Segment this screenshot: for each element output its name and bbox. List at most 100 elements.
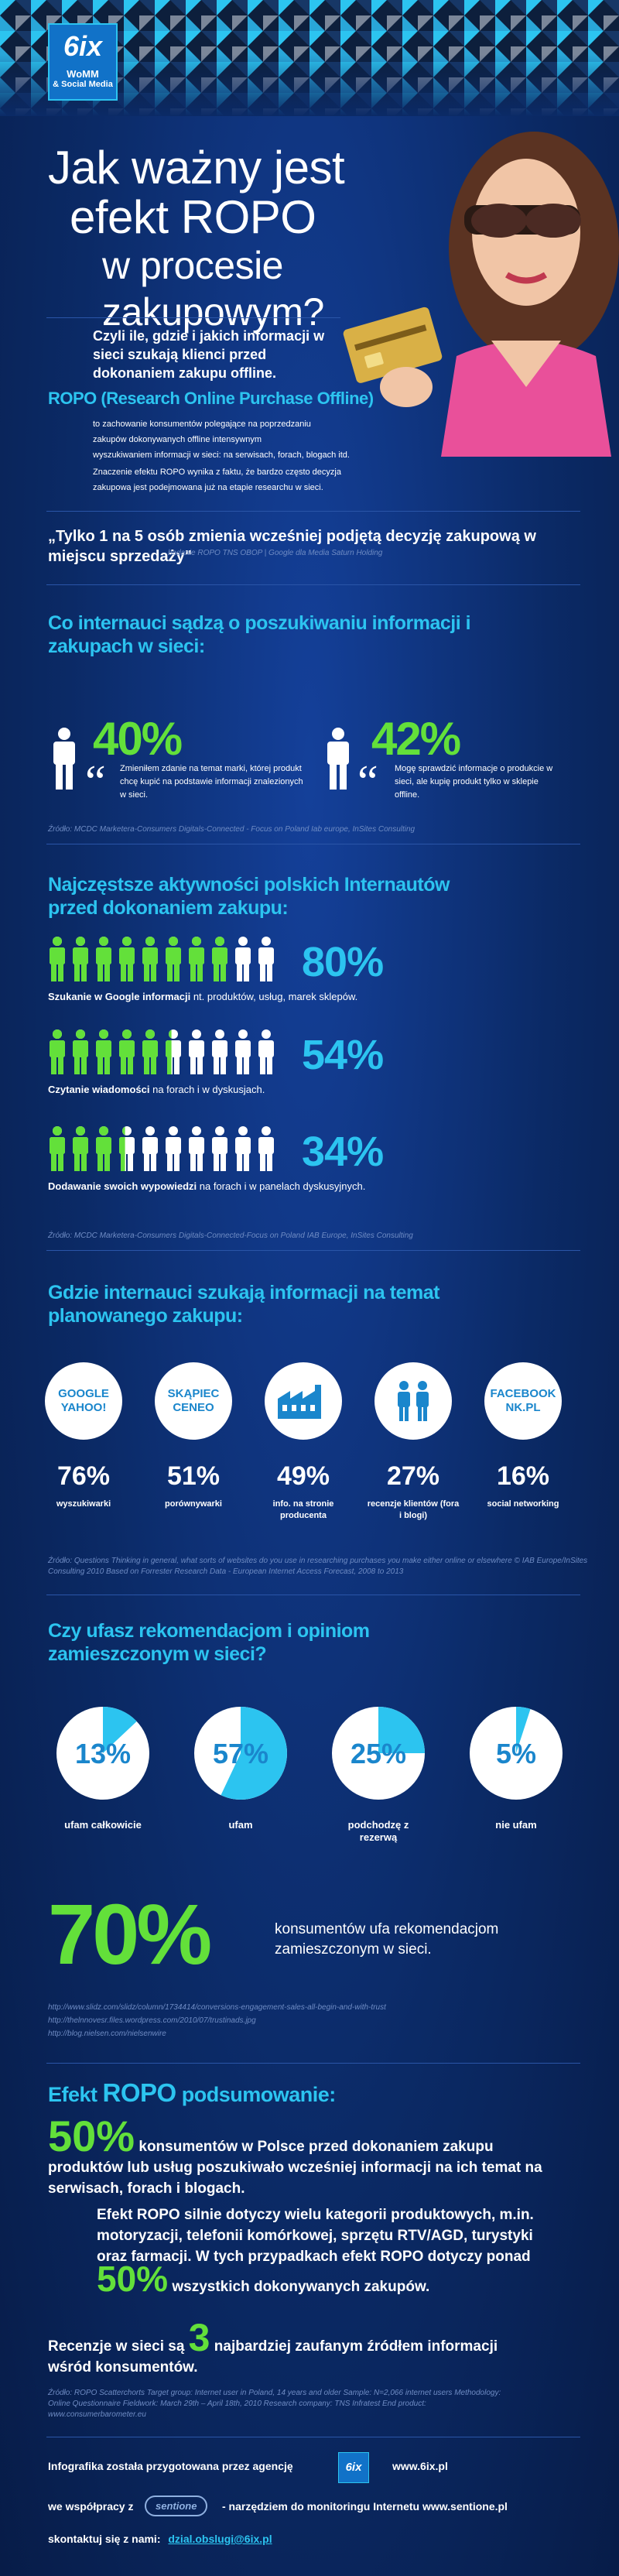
title-line2: efekt ROPO: [70, 191, 316, 243]
person-icon: [166, 1029, 181, 1074]
activity-caption: Dodawanie swoich wypowiedzi na forach i …: [48, 1180, 365, 1192]
summary-pct1: 50%: [48, 2112, 135, 2160]
intro-p1-line3: wyszukiwaniem informacji w sieci: na ser…: [93, 450, 350, 460]
person-icon: [50, 1126, 65, 1171]
ropo-title: ROPO (Research Online Purchase Offline): [48, 389, 374, 408]
summary-title: Efekt ROPO podsumowanie:: [48, 2078, 336, 2108]
trust-link-1[interactable]: http://www.slidz.com/slidz/column/173441…: [48, 2003, 386, 2012]
pie-category: nie ufam: [495, 1819, 537, 1831]
pie-category: ufam: [228, 1819, 253, 1831]
pie-slice: [378, 1707, 425, 1753]
person-icon: [212, 937, 227, 981]
section1-right-text: Mogę sprawdzić informacje o produkcie w …: [395, 764, 553, 800]
logo-line2: & Social Media: [53, 80, 113, 89]
activity-caption-rest: na forach i w panelach dyskusyjnych.: [197, 1180, 366, 1192]
factory-icon: [278, 1385, 321, 1419]
summary-block-1: 50% konsumentów w Polsce przed dokonanie…: [48, 2115, 543, 2199]
footer-logo[interactable]: 6ix: [338, 2452, 369, 2483]
source-category: porównywarki: [165, 1499, 222, 1509]
quote-1: „Tylko 1 na 5 osób zmienia wcześniej pod…: [48, 526, 590, 567]
person-icon: [189, 1029, 204, 1074]
source-logo-word: NK.PL: [505, 1401, 541, 1414]
intro-text: to zachowanie konsumentów polegające na …: [93, 416, 426, 495]
trust-text: konsumentów ufa rekomendacjom zamieszczo…: [275, 1921, 499, 1958]
source-logo-word: YAHOO!: [60, 1401, 107, 1414]
sentione-logo[interactable]: sentione: [145, 2496, 208, 2516]
title-line1: Jak ważny jest: [48, 142, 345, 194]
quote-mark-icon: “: [357, 756, 378, 807]
trust-pie: 25%: [332, 1707, 425, 1800]
activity-people-row: [50, 937, 274, 981]
pie-slice: [516, 1707, 531, 1753]
person-icon: [258, 1029, 274, 1074]
person-icon: [73, 1029, 88, 1074]
footer-site1[interactable]: www.6ix.pl: [392, 2460, 448, 2472]
pie-category: podchodzę z rezerwą: [347, 1819, 409, 1843]
source-pct: 76%: [56, 1461, 111, 1491]
source-category: info. na stronie producenta: [272, 1499, 334, 1520]
pie-category: ufam całkowicie: [64, 1819, 142, 1831]
person-icon: [119, 1126, 135, 1171]
source-icon-circle: [265, 1362, 342, 1440]
activity-people-row: [50, 1126, 274, 1171]
source-logo-text: GOOGLE YAHOO!: [58, 1387, 109, 1415]
footer-email[interactable]: dzial.obslugi@6ix.pl: [168, 2533, 272, 2545]
person-icon: [212, 1029, 227, 1074]
source-logo-word: CENEO: [173, 1401, 214, 1414]
section1-source: Źródło: MCDC Marketera-Consumers Digital…: [48, 825, 416, 834]
source-category: recenzje klientów (fora i blogi): [367, 1499, 460, 1520]
summary-text2: Efekt ROPO silnie dotyczy wielu kategori…: [97, 2207, 534, 2265]
summary-block-3: Recenzje w sieci są 3 najbardziej zaufan…: [48, 2318, 543, 2378]
trust-link-2[interactable]: http://thelnnovesr.files.wordpress.com/2…: [48, 2016, 256, 2025]
logo[interactable]: 6ix WoMM & Social Media: [48, 23, 118, 101]
footer: Infografika została przygotowana przez a…: [48, 2452, 582, 2545]
trust-big-pct: 70%: [48, 1887, 212, 1982]
summary-title-suffix: podsumowanie:: [176, 2083, 337, 2106]
section1-right-pct: 42%: [371, 713, 461, 765]
person-icon: [73, 937, 88, 981]
logo-line1: WoMM: [67, 68, 99, 80]
footer-coop: we współpracy z: [48, 2500, 134, 2513]
section3-title: Gdzie internauci szukają informacji na t…: [48, 1282, 439, 1327]
trust-pie: 13%: [56, 1707, 149, 1800]
pie-pct-label: 5%: [496, 1738, 536, 1769]
quote-source: badanie ROPO TNS OBOP | Google dla Media…: [168, 549, 383, 557]
section4-title: Czy ufasz rekomendacjom i opiniom zamies…: [48, 1620, 370, 1665]
person-icon: [119, 937, 135, 981]
people-icon: [398, 1381, 429, 1421]
intro-lead: Czyli ile, gdzie i jakich informacji w s…: [93, 328, 325, 381]
footer-contact-label: skontaktuj się z nami:: [48, 2533, 161, 2545]
source-category: social networking: [487, 1499, 559, 1509]
person-icon: [258, 937, 274, 981]
source-pct: 16%: [496, 1461, 550, 1491]
pie-pct-label: 13%: [75, 1738, 131, 1769]
section1-title: Co internauci sądzą o poszukiwaniu infor…: [48, 612, 471, 657]
source-icon-circle: SKĄPIEC CENEO: [155, 1362, 232, 1440]
source-logo-text: SKĄPIEC CENEO: [168, 1387, 220, 1415]
person-icon: [189, 937, 204, 981]
source-icon-circle: [374, 1362, 452, 1440]
person-icon: [73, 1126, 88, 1171]
activity-caption-bold: Dodawanie swoich wypowiedzi: [48, 1180, 197, 1192]
pie-slice: [221, 1707, 287, 1800]
person-icon: [119, 1029, 135, 1074]
intro-p1-line1: to zachowanie konsumentów polegające na …: [93, 420, 311, 429]
source-logo-word: FACEBOOK: [490, 1387, 556, 1400]
footer-tool: - narzędziem do monitoringu Internetu ww…: [222, 2500, 508, 2513]
summary-title-prefix: Efekt: [48, 2083, 103, 2106]
person-icon: [235, 1029, 251, 1074]
logo-name: 6ix: [63, 30, 103, 62]
source-logo-word: GOOGLE: [58, 1387, 109, 1400]
person-icon: [53, 728, 75, 790]
section1-left-pct: 40%: [93, 713, 183, 765]
trust-link-3[interactable]: http://blog.nielsen.com/nielsenwire: [48, 2030, 166, 2038]
person-icon: [96, 937, 111, 981]
quote-text: „Tylko 1 na 5 osób zmienia wcześniej pod…: [48, 528, 536, 565]
summary-text3a: Recenzje w sieci są: [48, 2338, 185, 2355]
source-icon-circle: FACEBOOK NK.PL: [484, 1362, 562, 1440]
activity-people-row: [50, 1029, 274, 1074]
intro-p2-line1: Znaczenie efektu ROPO wynika z faktu, że…: [93, 468, 341, 477]
person-icon: [166, 1126, 181, 1171]
source-category: wyszukiwarki: [56, 1499, 111, 1509]
activity-pct-label: 80%: [302, 939, 384, 985]
